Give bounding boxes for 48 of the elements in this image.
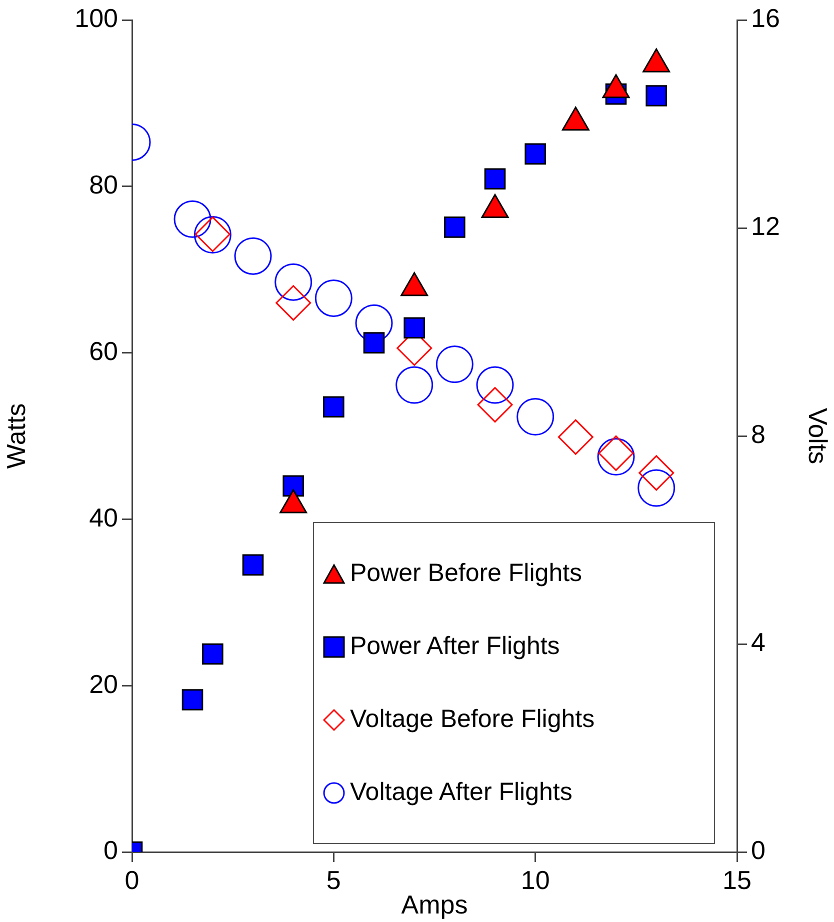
y2-tick-label: 0	[751, 835, 766, 866]
point	[598, 435, 634, 471]
point	[202, 643, 224, 665]
point	[234, 237, 272, 275]
y-axis-title: Watts	[0, 403, 31, 469]
legend-label: Power Before Flights	[350, 559, 582, 588]
point	[314, 279, 352, 317]
y2-tick-label: 8	[751, 419, 766, 450]
y-tick-label: 100	[74, 3, 118, 34]
point	[436, 345, 474, 383]
x-tick-label: 10	[520, 864, 550, 895]
point	[646, 85, 667, 106]
y2-tick-label: 4	[751, 627, 766, 658]
y2-tick-label: 16	[751, 3, 780, 34]
y-tick-label: 80	[89, 170, 118, 200]
x-axis-title: Amps	[401, 890, 468, 920]
point	[558, 419, 594, 455]
y-tick-label: 40	[89, 502, 118, 532]
point	[323, 396, 344, 418]
point	[396, 366, 434, 404]
point	[182, 689, 204, 710]
point	[638, 469, 676, 507]
y2-axis-title: Volts	[803, 408, 834, 464]
point	[174, 200, 212, 238]
point	[242, 554, 264, 576]
point	[516, 398, 554, 436]
point	[274, 263, 312, 301]
x-tick-label: 15	[722, 864, 752, 895]
point	[476, 366, 514, 404]
point	[404, 317, 425, 338]
x-tick-label: 0	[124, 864, 140, 895]
point	[477, 387, 513, 423]
point	[638, 455, 674, 491]
y2-tick-label: 12	[751, 211, 780, 242]
point	[597, 438, 635, 476]
point	[363, 332, 385, 354]
y-tick-label: 20	[89, 668, 118, 699]
x-tick-label: 5	[326, 864, 341, 895]
legend-label: Voltage After Flights	[350, 778, 572, 807]
legend-label: Power After Flights	[350, 632, 560, 661]
point	[444, 216, 466, 238]
legend-label: Voltage Before Flights	[350, 705, 595, 734]
y-tick-label: 0	[104, 835, 118, 866]
point	[484, 168, 506, 190]
y-tick-label: 60	[89, 336, 118, 366]
point	[524, 143, 546, 165]
point	[276, 285, 312, 321]
point	[282, 475, 304, 497]
